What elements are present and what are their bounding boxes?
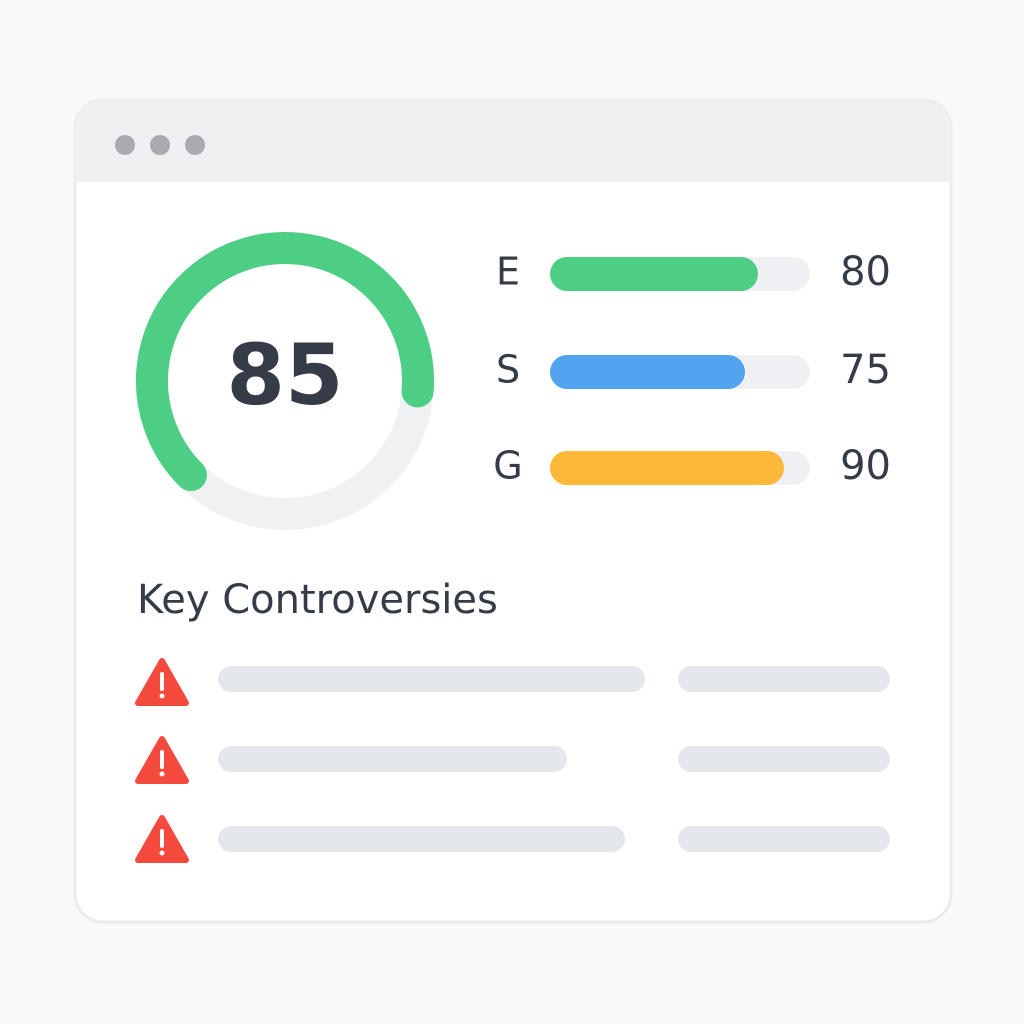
- placeholder-line: [678, 746, 890, 772]
- window-dot: [185, 135, 205, 155]
- warning-icon: [135, 815, 189, 863]
- placeholder-line: [678, 666, 890, 692]
- score-value: 85: [227, 326, 344, 424]
- metric-label: G: [493, 444, 522, 488]
- gauge-arc: [136, 232, 434, 492]
- section-title: Key Controversies: [137, 577, 498, 623]
- controversy-list: [135, 658, 890, 863]
- warning-icon: [135, 658, 189, 706]
- metric-value: 90: [840, 443, 891, 489]
- bar-fill: [550, 451, 784, 485]
- placeholder-line: [678, 826, 890, 852]
- metric-label: S: [496, 348, 520, 392]
- metric-label: E: [496, 250, 520, 294]
- placeholder-line: [218, 666, 645, 692]
- warning-icon: [135, 736, 189, 784]
- placeholder-line: [218, 826, 625, 852]
- window-dot: [150, 135, 170, 155]
- title-bar: [75, 100, 951, 182]
- window-dot: [115, 135, 135, 155]
- metric-value: 75: [840, 347, 891, 393]
- window: [73, 98, 953, 924]
- metric-value: 80: [840, 249, 891, 295]
- bar-fill: [550, 257, 758, 291]
- bar-fill: [550, 355, 745, 389]
- placeholder-line: [218, 746, 567, 772]
